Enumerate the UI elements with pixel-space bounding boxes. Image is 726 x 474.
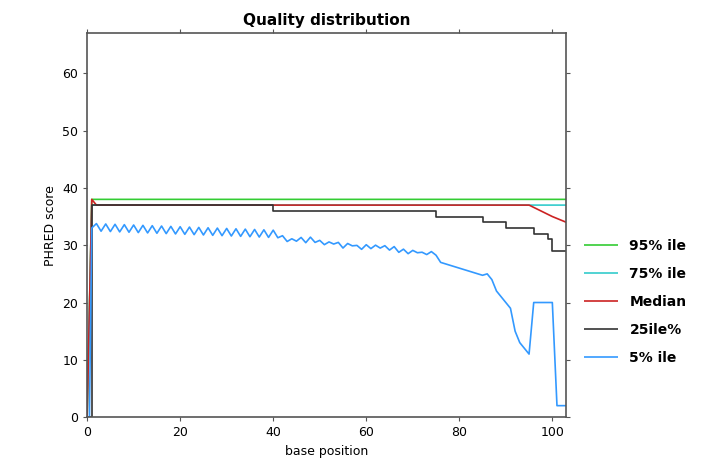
X-axis label: base position: base position [285, 445, 368, 458]
25ile% [269, 208, 277, 214]
Line: 75% ile: 75% ile [87, 205, 566, 417]
25ile% [362, 208, 370, 214]
Y-axis label: PHRED score: PHRED score [44, 185, 57, 265]
5% ile [92, 221, 101, 227]
Line: Median: Median [87, 200, 566, 417]
Median [548, 214, 557, 219]
Median [562, 219, 571, 225]
Median [92, 202, 101, 208]
Median [83, 414, 91, 420]
5% ile [85, 414, 94, 420]
5% ile [83, 414, 91, 420]
25ile% [97, 202, 105, 208]
5% ile [436, 260, 445, 265]
5% ile [292, 238, 301, 244]
95% ile [562, 197, 571, 202]
Line: 25ile%: 25ile% [87, 205, 566, 417]
5% ile [562, 403, 571, 409]
Line: 5% ile: 5% ile [87, 224, 566, 417]
75% ile [562, 202, 571, 208]
25ile% [502, 225, 510, 231]
25ile% [543, 237, 552, 242]
75% ile [87, 202, 96, 208]
25ile% [83, 414, 91, 420]
75% ile [83, 414, 91, 420]
25ile% [478, 219, 487, 225]
95% ile [83, 414, 91, 420]
25ile% [529, 231, 538, 237]
25ile% [562, 248, 571, 254]
Line: 95% ile: 95% ile [87, 200, 566, 417]
95% ile [87, 197, 96, 202]
Title: Quality distribution: Quality distribution [243, 13, 410, 28]
Median [525, 202, 534, 208]
5% ile [558, 403, 566, 409]
25ile% [548, 248, 557, 254]
Median [409, 202, 417, 208]
Median [87, 197, 96, 202]
25ile% [432, 214, 441, 219]
Legend: 95% ile, 75% ile, Median, 25ile%, 5% ile: 95% ile, 75% ile, Median, 25ile%, 5% ile [578, 234, 692, 370]
75% ile [534, 202, 543, 208]
5% ile [432, 252, 441, 258]
5% ile [148, 223, 157, 228]
25ile% [87, 202, 96, 208]
